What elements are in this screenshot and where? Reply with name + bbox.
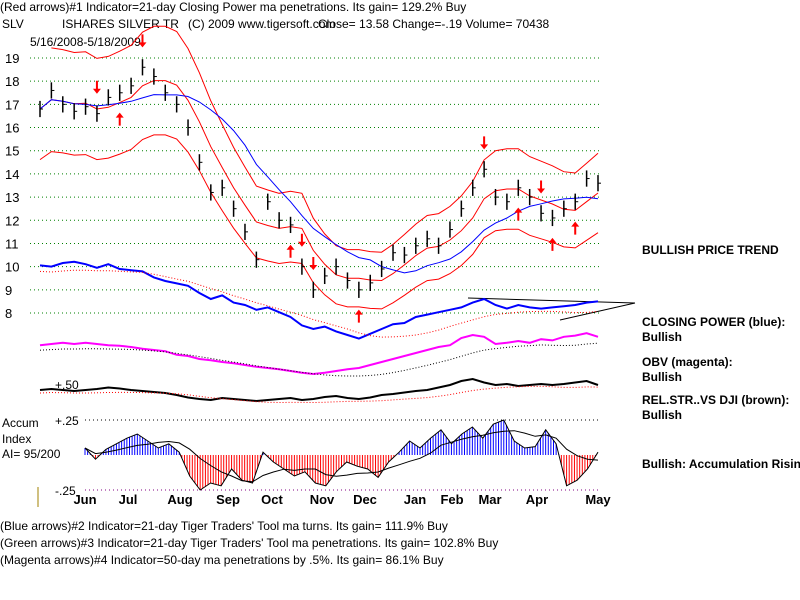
red-up-arrow-icon (115, 112, 124, 126)
obv-label: OBV (magenta): (642, 355, 733, 369)
accum-title-2: Index (2, 432, 32, 446)
y-tick-label: 16 (5, 121, 19, 136)
month-label-apr: Apr (526, 492, 548, 507)
indicator-4-text: (Magenta arrows)#4 Indicator=50-day ma p… (0, 553, 444, 567)
trend-line (559, 302, 636, 321)
y-tick-label: 9 (5, 283, 12, 298)
red-down-arrow-icon (480, 136, 489, 150)
upper-band (51, 25, 599, 253)
y-tick-label: 13 (5, 190, 19, 205)
obv-value: Bullish (642, 370, 683, 384)
month-label-jul: Jul (119, 492, 138, 507)
red-down-arrow-icon (92, 80, 101, 94)
lower-band (39, 134, 599, 310)
month-label-sep: Sep (216, 492, 240, 507)
indicator-3-text: (Green arrows)#3 Indicator=21-day Tiger … (0, 536, 499, 550)
red-up-arrow-icon (514, 207, 523, 221)
red-down-arrow-icon (309, 256, 318, 270)
ma50-line (39, 94, 599, 274)
red-up-arrow-icon (571, 221, 580, 235)
y-tick-label: 12 (5, 213, 19, 228)
closing-power-label: CLOSING POWER (blue): (642, 315, 786, 329)
month-label-jun: Jun (73, 492, 96, 507)
date-range: 5/16/2008-5/18/2009 (30, 35, 141, 49)
trend-line (467, 297, 636, 304)
y-tick-label: 19 (5, 51, 19, 66)
red-up-arrow-icon (354, 309, 363, 323)
red-down-arrow-icon (297, 233, 306, 247)
rel-strength-label: REL.STR..VS DJI (brown): (642, 393, 790, 407)
month-label-nov: Nov (310, 492, 335, 507)
month-label-dec: Dec (353, 492, 377, 507)
month-label-aug: Aug (167, 492, 192, 507)
closing-power-value: Bullish (642, 330, 683, 344)
month-label-feb: Feb (440, 492, 463, 507)
accum-minus-label: -.25 (55, 484, 76, 498)
month-label-mar: Mar (478, 492, 501, 507)
security-name: ISHARES SILVER TR (62, 17, 179, 31)
y-tick-label: 8 (5, 306, 12, 321)
y-tick-label: 10 (5, 260, 19, 275)
obv-ma (39, 342, 599, 377)
red-up-arrow-icon (548, 237, 557, 251)
red-down-arrow-icon (537, 180, 546, 194)
red-down-arrow-icon (138, 34, 147, 48)
month-label-oct: Oct (261, 492, 283, 507)
y-tick-label: 18 (5, 74, 19, 89)
accum-ai-value: AI= 95/200 (2, 447, 61, 461)
y-tick-label: 11 (5, 236, 19, 251)
accum-ma (84, 430, 599, 483)
ma21-line (39, 80, 599, 282)
accum-outline (84, 419, 599, 491)
price-trend-label: BULLISH PRICE TREND (642, 243, 779, 257)
month-label-jan: Jan (404, 492, 426, 507)
rel-strength-value: Bullish (642, 408, 683, 422)
indicator-2-text: (Blue arrows)#2 Indicator=21-day Tiger T… (0, 519, 448, 533)
quote: Close= 13.58 Change=-.19 Volume= 70438 (318, 17, 550, 31)
red-up-arrow-icon (286, 244, 295, 258)
accum-title-1: Accum (2, 416, 39, 430)
obv-line (39, 332, 599, 376)
rel-strength-line (39, 377, 599, 403)
copyright: (C) 2009 www.tigersoft.com (188, 17, 336, 31)
closing-power-ma (39, 269, 599, 338)
accum-status: Bullish: Accumulation Rising (642, 457, 800, 471)
y-tick-label: 17 (5, 97, 19, 112)
y-tick-label: 14 (5, 167, 19, 182)
rel-strength-ma (39, 385, 599, 404)
y-tick-label: 15 (5, 144, 19, 159)
closing-power-line (39, 260, 599, 340)
symbol: SLV (2, 17, 24, 31)
month-label-may: May (585, 492, 611, 507)
indicator-1-text: (Red arrows)#1 Indicator=21-day Closing … (0, 0, 467, 14)
rs-plus-label: +.50 (55, 378, 79, 392)
accum-plus-label: +.25 (55, 414, 79, 428)
